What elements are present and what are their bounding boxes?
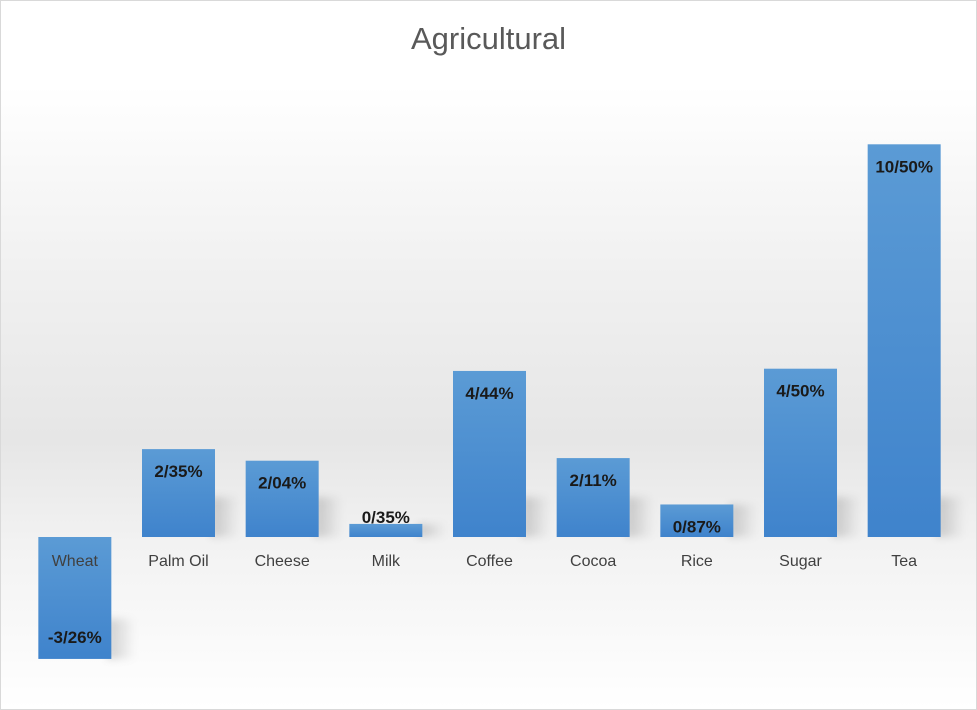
bar-shadow-cocoa — [625, 497, 654, 537]
data-label-milk: 0/35% — [362, 508, 410, 527]
bar-wheat — [38, 537, 112, 659]
bar-coffee — [453, 370, 526, 537]
bar-shadows — [107, 497, 965, 659]
category-label-milk: Milk — [372, 553, 401, 570]
data-label-wheat: -3/26% — [48, 628, 102, 647]
bar-shadow-cheese — [314, 497, 343, 537]
data-label-cheese: 2/04% — [258, 474, 306, 493]
labels-group: Wheat -3/26% Palm Oil 2/35% Cheese 2/04% Milk 0… — [48, 157, 933, 647]
bar-shadow-rice — [729, 504, 758, 537]
data-label-rice: 0/87% — [673, 517, 721, 536]
bar-tea — [867, 144, 941, 538]
bar-rice — [660, 504, 734, 537]
category-label-tea: Tea — [891, 553, 917, 570]
category-label-coffee: Coffee — [466, 553, 513, 570]
category-label-palm-oil: Palm Oil — [148, 553, 208, 570]
data-label-sugar: 4/50% — [776, 382, 824, 401]
category-label-wheat: Wheat — [52, 553, 99, 570]
bar-shadow-milk — [418, 523, 447, 537]
data-label-coffee: 4/44% — [465, 384, 513, 403]
category-label-cheese: Cheese — [255, 553, 310, 570]
data-label-palm-oil: 2/35% — [154, 462, 202, 481]
bar-shadow-tea — [936, 497, 965, 537]
bar-shadow-palm-oil — [211, 497, 239, 537]
data-label-cocoa: 2/11% — [570, 471, 617, 490]
bars-group — [38, 144, 941, 659]
category-label-rice: Rice — [681, 553, 713, 570]
bar-shadow-coffee — [522, 497, 550, 537]
chart-title: Agricultural — [410, 21, 567, 56]
bar-cheese — [245, 460, 319, 537]
category-label-sugar: Sugar — [779, 553, 822, 570]
bar-shadow-sugar — [833, 497, 861, 537]
bar-milk — [349, 523, 423, 537]
bar-sugar — [764, 368, 837, 537]
bar-palm-oil — [142, 449, 215, 537]
category-label-cocoa: Cocoa — [570, 553, 616, 570]
bar-shadow-wheat — [107, 618, 136, 659]
bar-cocoa — [556, 458, 630, 537]
data-label-tea: 10/50% — [875, 157, 933, 176]
